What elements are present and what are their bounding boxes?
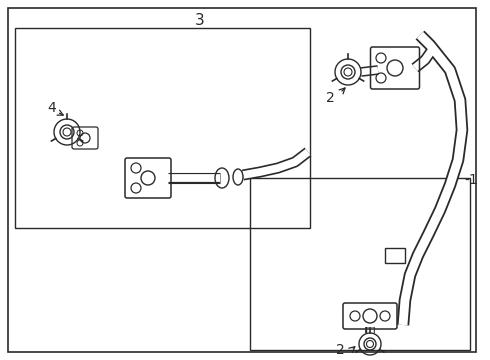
Bar	[15, 28, 310, 228]
Bar	[250, 178, 470, 350]
Text: 3: 3	[195, 13, 205, 27]
Bar	[385, 248, 405, 263]
Text: 4: 4	[48, 101, 56, 115]
Text: 2: 2	[336, 343, 344, 357]
Text: -1: -1	[464, 173, 478, 187]
Text: 2: 2	[326, 91, 334, 105]
